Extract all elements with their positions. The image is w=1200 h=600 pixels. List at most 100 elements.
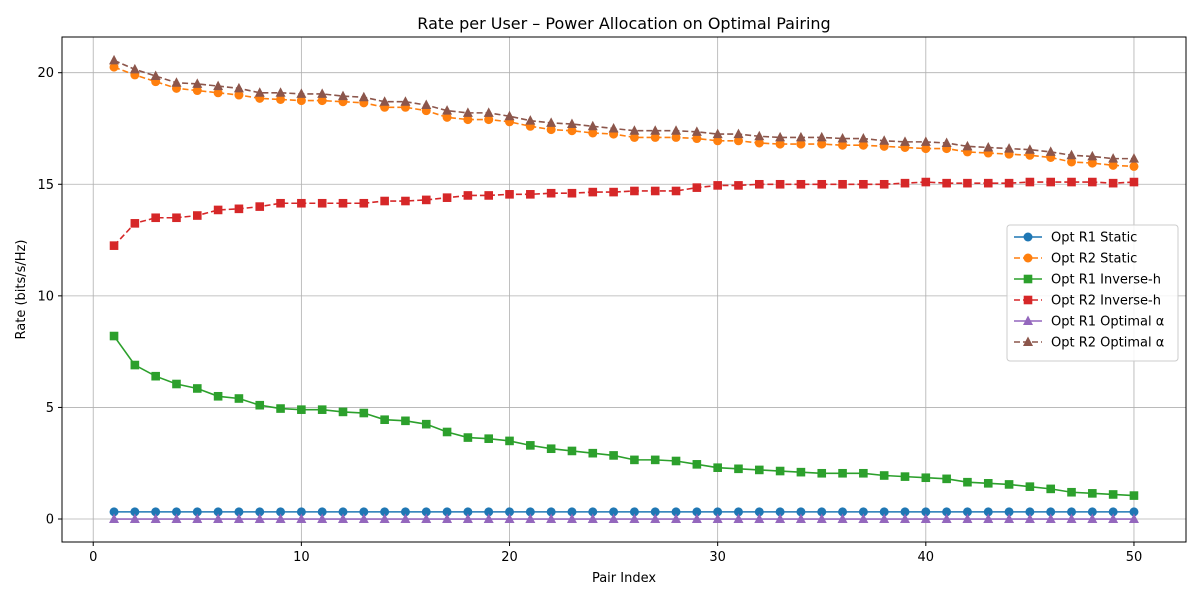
data-point	[609, 451, 618, 460]
x-tick-label: 0	[89, 550, 97, 565]
data-point	[483, 107, 494, 117]
data-point	[1004, 513, 1015, 524]
data-point	[546, 188, 556, 198]
data-point	[796, 507, 806, 517]
data-point	[234, 507, 244, 517]
data-point	[276, 507, 286, 517]
data-point	[338, 507, 348, 517]
data-point	[941, 513, 952, 524]
data-point	[858, 133, 869, 143]
legend-label: Opt R2 Optimal α	[1051, 336, 1164, 351]
data-point	[525, 507, 535, 517]
legend-entry: Opt R2 Optimal α	[1014, 336, 1164, 351]
legend-marker	[1023, 253, 1033, 263]
data-point	[317, 405, 327, 414]
data-point	[525, 115, 536, 125]
y-tick-label: 5	[46, 401, 54, 416]
data-point	[733, 128, 744, 139]
data-point	[879, 513, 890, 524]
x-tick-label: 10	[293, 550, 310, 565]
data-point	[359, 408, 369, 418]
data-point	[1004, 178, 1014, 188]
data-point	[421, 99, 432, 110]
data-point	[317, 198, 327, 208]
data-point	[400, 513, 411, 524]
data-point	[921, 473, 931, 483]
data-point	[275, 87, 286, 97]
data-point	[629, 513, 640, 524]
data-point	[130, 360, 140, 370]
data-point	[130, 507, 140, 517]
data-point	[816, 513, 827, 524]
x-tick-label: 20	[501, 550, 518, 565]
data-point	[192, 86, 202, 96]
data-point	[630, 455, 639, 465]
data-point	[796, 179, 806, 189]
data-point	[442, 513, 453, 524]
data-point	[1066, 149, 1077, 160]
data-point	[151, 371, 160, 381]
data-point	[462, 107, 473, 117]
data-point	[754, 138, 764, 148]
data-point	[171, 77, 182, 87]
data-point	[838, 468, 847, 478]
data-point	[566, 513, 577, 524]
data-point	[692, 507, 702, 517]
legend-box	[1006, 224, 1179, 362]
data-point	[650, 132, 660, 142]
data-point	[234, 394, 244, 403]
data-point	[859, 468, 868, 478]
data-point	[734, 464, 743, 474]
data-point	[1045, 513, 1056, 524]
data-point	[380, 415, 389, 425]
data-point	[421, 507, 431, 517]
x-tick-label: 50	[1126, 550, 1143, 565]
data-point	[754, 179, 764, 189]
data-point	[713, 136, 723, 146]
data-point	[713, 463, 722, 472]
data-point	[192, 513, 203, 524]
data-point	[1067, 507, 1077, 517]
data-point	[1108, 160, 1118, 170]
data-point	[546, 117, 557, 127]
data-point	[463, 433, 473, 442]
legend-entry: Opt R1 Optimal α	[1014, 315, 1164, 330]
legend-marker	[1023, 315, 1033, 325]
data-point	[505, 190, 514, 199]
data-point	[1108, 507, 1118, 517]
data-point	[983, 507, 993, 517]
data-point	[380, 196, 389, 206]
data-point	[233, 513, 244, 524]
data-point	[900, 507, 910, 517]
data-point	[338, 90, 348, 101]
data-point	[442, 193, 452, 202]
data-point	[1128, 513, 1139, 524]
data-point	[858, 140, 868, 150]
data-point	[962, 507, 972, 517]
data-point	[587, 513, 598, 524]
data-point	[129, 63, 140, 74]
x-tick-label: 40	[918, 550, 935, 565]
data-point	[921, 177, 931, 187]
data-point	[838, 179, 847, 189]
data-point	[817, 468, 827, 478]
data-point	[546, 125, 556, 135]
data-point	[109, 331, 119, 341]
data-point	[1087, 513, 1098, 524]
data-point	[734, 181, 743, 190]
data-point	[1087, 150, 1098, 161]
data-point	[983, 178, 993, 188]
data-point	[317, 507, 327, 517]
data-point	[1067, 157, 1077, 167]
data-point	[213, 391, 223, 401]
data-point	[525, 513, 536, 524]
series-4	[109, 177, 1139, 250]
data-point	[921, 144, 931, 154]
data-point	[421, 195, 431, 205]
data-point	[671, 132, 681, 142]
data-point	[567, 507, 577, 517]
data-point	[442, 507, 452, 517]
data-point	[483, 513, 494, 524]
data-point	[671, 456, 681, 466]
data-point	[588, 187, 598, 197]
